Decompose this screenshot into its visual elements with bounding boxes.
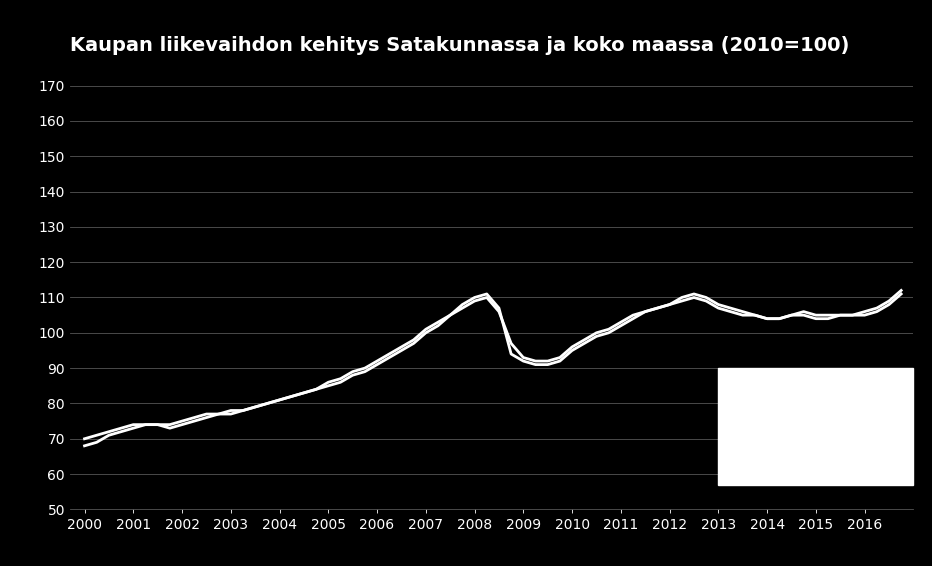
Bar (719, 368, 913, 484)
Text: Kaupan liikevaihdon kehitys Satakunnassa ja koko maassa (2010=100): Kaupan liikevaihdon kehitys Satakunnassa… (70, 36, 849, 55)
